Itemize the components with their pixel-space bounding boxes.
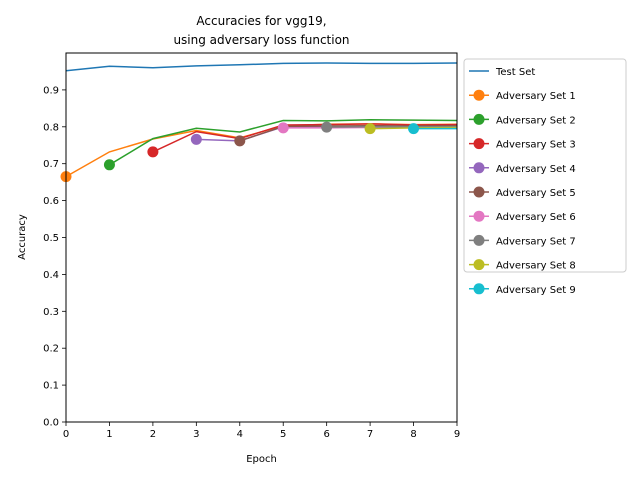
legend-frame: [463, 58, 627, 273]
legend-label: Adversary Set 6: [496, 212, 576, 223]
x-tick-label: 1: [106, 429, 112, 440]
x-tick-label: 7: [367, 429, 373, 440]
series-marker: [408, 123, 420, 135]
series-marker: [321, 121, 333, 133]
legend-label: Adversary Set 3: [496, 140, 576, 151]
x-tick-label: 5: [280, 429, 286, 440]
series-line: [109, 119, 458, 166]
x-axis-label: Epoch: [246, 454, 277, 465]
legend-label: Adversary Set 7: [496, 236, 576, 247]
series-marker: [190, 133, 202, 145]
y-tick-label: 0.5: [43, 233, 59, 244]
y-tick-label: 0.7: [43, 159, 59, 170]
y-tick-label: 0.8: [43, 122, 59, 133]
series-line: [152, 123, 458, 153]
x-tick-label: 0: [63, 429, 69, 440]
y-tick-label: 0.1: [43, 381, 59, 392]
series-line: [239, 124, 458, 142]
chart-title-line-2: using adversary loss function: [173, 33, 349, 47]
x-tick-label: 3: [193, 429, 199, 440]
series-marker: [103, 159, 115, 171]
y-tick-label: 0.2: [43, 344, 59, 355]
legend-label: Adversary Set 4: [496, 164, 576, 175]
chart-title-line-1: Accuracies for vgg19,: [196, 14, 326, 28]
legend-label: Adversary Set 1: [496, 91, 576, 102]
y-axis-label: Accuracy: [17, 214, 28, 260]
legend-marker: [473, 138, 485, 150]
plot-frame: [65, 52, 458, 423]
legend: Test Set Adversary Set 1 Adversary Set 2 Ad…: [463, 58, 627, 296]
y-axis: 0.0 0.1 0.2 0.3 0.4 0.5 0.6 0.7 0.8 0.9: [43, 85, 66, 429]
legend-marker: [473, 186, 485, 198]
plot-area: [60, 62, 458, 183]
legend-label: Adversary Set 2: [496, 115, 576, 126]
series-marker: [277, 122, 289, 134]
legend-marker: [473, 283, 485, 295]
x-tick-label: 8: [410, 429, 416, 440]
x-axis: 0 1 2 3 4 5 6 7 8 9: [63, 422, 460, 440]
x-tick-label: 2: [150, 429, 156, 440]
legend-marker: [473, 113, 485, 125]
legend-marker: [473, 210, 485, 222]
y-tick-label: 0.6: [43, 196, 59, 207]
legend-marker: [473, 259, 485, 271]
legend-marker: [473, 234, 485, 246]
y-tick-label: 0.9: [43, 85, 59, 96]
series-marker: [147, 146, 159, 158]
legend-marker: [473, 162, 485, 174]
legend-label: Test Set: [495, 67, 535, 78]
legend-label: Adversary Set 9: [496, 285, 576, 296]
legend-marker: [473, 89, 485, 101]
x-tick-label: 6: [323, 429, 329, 440]
series-marker: [364, 123, 376, 135]
y-tick-label: 0.4: [43, 270, 59, 281]
series-line: [65, 62, 458, 72]
x-tick-label: 9: [454, 429, 460, 440]
y-tick-label: 0.3: [43, 307, 59, 318]
legend-label: Adversary Set 5: [496, 188, 576, 199]
series-marker: [234, 135, 246, 147]
x-tick-label: 4: [237, 429, 243, 440]
legend-label: Adversary Set 8: [496, 261, 576, 272]
y-tick-label: 0.0: [43, 418, 59, 429]
